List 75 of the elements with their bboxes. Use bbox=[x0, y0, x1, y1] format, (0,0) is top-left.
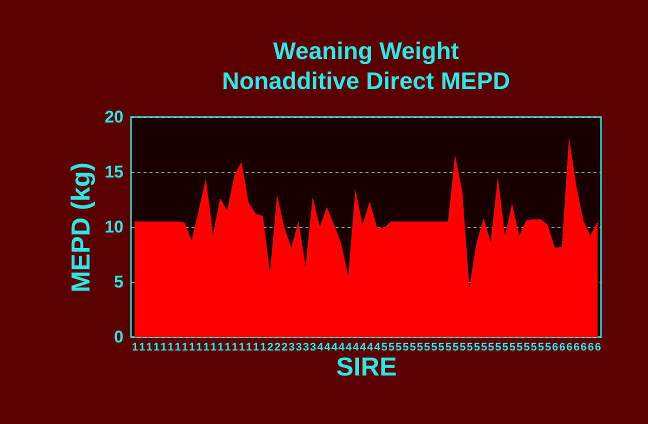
x-tick-label: 2 bbox=[274, 342, 281, 354]
y-tick-label: 0 bbox=[114, 328, 124, 346]
x-tick-label: 5 bbox=[516, 342, 523, 354]
x-tick-label: 5 bbox=[410, 342, 416, 354]
x-axis-title: SIRE bbox=[336, 352, 397, 382]
x-tick-label: 1 bbox=[139, 342, 146, 354]
x-tick-label: 5 bbox=[402, 342, 409, 354]
x-tick-label: 1 bbox=[168, 342, 174, 354]
x-tick-label: 5 bbox=[460, 342, 466, 354]
x-tick-label: 6 bbox=[559, 342, 566, 354]
x-tick-label: 6 bbox=[552, 342, 558, 354]
x-tick-label: 5 bbox=[502, 342, 508, 354]
x-tick-label: 5 bbox=[545, 342, 552, 354]
x-tick-label: 5 bbox=[466, 342, 473, 354]
x-tick-label: 1 bbox=[203, 342, 210, 354]
x-tick-label: 5 bbox=[530, 342, 537, 354]
x-tick-label: 1 bbox=[238, 342, 245, 354]
x-tick-label: 6 bbox=[574, 342, 580, 354]
x-tick-label: 1 bbox=[232, 342, 238, 354]
x-tick-label: 1 bbox=[196, 342, 202, 354]
x-tick-label: 4 bbox=[360, 342, 367, 354]
x-tick-label: 5 bbox=[395, 342, 402, 354]
x-tick-label: 5 bbox=[538, 342, 544, 354]
x-tick-label: 5 bbox=[474, 342, 480, 354]
x-tick-label: 3 bbox=[288, 342, 295, 354]
x-tick-label: 1 bbox=[246, 342, 252, 354]
x-tick-label: 3 bbox=[310, 342, 316, 354]
x-tick-label: 5 bbox=[509, 342, 516, 354]
x-tick-label: 1 bbox=[260, 342, 266, 354]
x-tick-label: 1 bbox=[217, 342, 224, 354]
x-tick-label: 5 bbox=[524, 342, 530, 354]
x-tick-label: 1 bbox=[132, 342, 138, 354]
x-tick-label: 5 bbox=[424, 342, 430, 354]
x-tick-label: 5 bbox=[452, 342, 459, 354]
x-tick-label: 6 bbox=[588, 342, 594, 354]
x-tick-label: 2 bbox=[267, 342, 274, 354]
x-tick-label: 5 bbox=[388, 342, 394, 354]
x-tick-label: 5 bbox=[416, 342, 423, 354]
x-tick-label: 6 bbox=[566, 342, 573, 354]
text: Nonadditive Direct MEPD bbox=[222, 68, 510, 95]
x-tick-label: 2 bbox=[282, 342, 288, 354]
x-tick-label: 1 bbox=[160, 342, 167, 354]
x-tick-label: 4 bbox=[317, 342, 324, 354]
x-tick-label: 1 bbox=[253, 342, 260, 354]
x-tick-label: 5 bbox=[495, 342, 502, 354]
x-tick-label: 1 bbox=[146, 342, 152, 354]
x-tick-label: 1 bbox=[174, 342, 181, 354]
x-tick-label: 6 bbox=[580, 342, 587, 354]
x-tick-label: 3 bbox=[302, 342, 310, 354]
x-tick-label: 4 bbox=[352, 342, 360, 354]
x-tick-label: 4 bbox=[367, 342, 374, 354]
x-tick-label: 4 bbox=[338, 342, 346, 354]
y-tick-label: 5 bbox=[114, 272, 124, 292]
y-tick-label: 20 bbox=[104, 108, 124, 126]
x-tick-label: 4 bbox=[324, 342, 332, 354]
x-tick-label: 1 bbox=[224, 342, 231, 354]
x-tick-label: 5 bbox=[480, 342, 488, 354]
x-tick-label: 5 bbox=[381, 342, 388, 354]
x-tick-label: 5 bbox=[445, 342, 452, 354]
text: Weaning Weight bbox=[273, 38, 459, 65]
x-tick-label: 5 bbox=[438, 342, 444, 354]
x-tick-label: 6 bbox=[594, 342, 601, 354]
x-tick-label: 1 bbox=[182, 342, 188, 354]
y-tick-label: 15 bbox=[104, 162, 124, 182]
y-tick-label: 10 bbox=[104, 218, 124, 236]
x-tick-label: 4 bbox=[346, 342, 353, 354]
y-axis-title: MEPD (kg) bbox=[66, 162, 96, 292]
x-tick-label: 5 bbox=[431, 342, 438, 354]
x-tick-label: 1 bbox=[210, 342, 216, 354]
x-tick-label: 4 bbox=[374, 342, 382, 354]
x-tick-label: 3 bbox=[296, 342, 302, 354]
x-tick-label: 5 bbox=[488, 342, 494, 354]
x-tick-label: 1 bbox=[188, 342, 196, 354]
x-tick-label: 1 bbox=[153, 342, 160, 354]
x-tick-label: 4 bbox=[331, 342, 338, 354]
